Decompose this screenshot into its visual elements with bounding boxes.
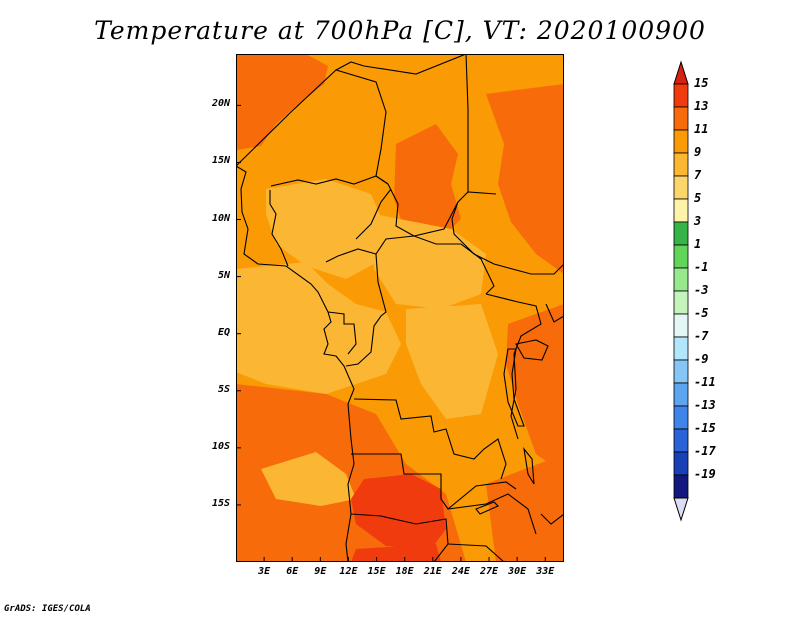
border-angola-zambia (351, 453, 517, 510)
colorbar-segment (673, 106, 689, 131)
border-libya (335, 54, 467, 75)
colorbar-label: -5 (694, 306, 709, 320)
lon-label-6e: 6E (286, 566, 299, 577)
field-9c-nigeria (266, 179, 386, 279)
lat-label-15n: 15N (211, 155, 230, 167)
colorbar-segment (673, 83, 689, 108)
colorbar-label: -1 (694, 260, 709, 274)
colorbar-label: 3 (694, 214, 702, 228)
lon-label-27e: 27E (479, 566, 499, 577)
map-frame (236, 54, 564, 562)
border-gabon (327, 311, 357, 355)
lake-victoria (515, 339, 549, 361)
field-9c-southwest (261, 452, 356, 506)
colorbar-label: 5 (694, 191, 702, 205)
grads-credit: GrADS: IGES/COLA (4, 604, 91, 614)
colorbar-label: -7 (694, 329, 709, 343)
colorbar-segment (673, 129, 689, 154)
colorbar-segment (673, 359, 689, 384)
colorbar-segment (673, 428, 689, 453)
colorbar-segment (673, 405, 689, 430)
field-13c-northeast (486, 84, 564, 274)
colorbar-segment (673, 474, 689, 499)
lon-label-12e: 12E (339, 566, 358, 577)
colorbar-segment (673, 175, 689, 200)
border-sudan-ethiopia (451, 201, 564, 275)
border-sahara (236, 69, 389, 185)
coastline-west (236, 165, 355, 562)
lon-label-33e: 33E (536, 566, 555, 577)
field-9c-congo (406, 304, 498, 419)
lat-label-eq: EQ (217, 326, 230, 338)
colorbar-segment (673, 290, 689, 315)
lon-label-21e: 21E (423, 566, 442, 577)
lat-label-20n: 20N (211, 98, 230, 110)
border-east-edge (540, 303, 564, 525)
lon-label-30e: 30E (508, 566, 527, 577)
borders (236, 54, 564, 562)
field-13c-east (506, 304, 564, 474)
colorbar-segment (673, 152, 689, 177)
colorbar-label: 15 (694, 76, 709, 90)
field-13c-north-central (394, 124, 461, 244)
lat-label-15s: 15S (211, 497, 230, 509)
colorbar-label: -17 (694, 444, 716, 458)
border-drc-east (485, 293, 542, 440)
colorbar-segment (673, 267, 689, 292)
colorbar-segment (673, 221, 689, 246)
lon-label-3e: 3E (258, 566, 271, 577)
colorbar-segment (673, 336, 689, 361)
colorbar-label: -11 (694, 375, 716, 389)
colorbar-segment (673, 451, 689, 476)
lon-label-9e: 9E (314, 566, 327, 577)
colorbar-segment (673, 244, 689, 269)
chart-title: Temperature at 700hPa [C], VT: 202010090… (94, 16, 706, 45)
lon-label-18e: 18E (395, 566, 414, 577)
colorbar-min-triangle (673, 497, 689, 522)
colorbar-label: 13 (694, 99, 709, 113)
colorbar (673, 60, 689, 522)
border-namibia (350, 513, 449, 562)
border-zimbabwe (447, 493, 537, 562)
colorbar-label: -3 (694, 283, 709, 297)
colorbar-label: -15 (694, 421, 716, 435)
colorbar-label: -13 (694, 398, 716, 412)
lake-kariba (475, 501, 499, 515)
border-congo (345, 253, 387, 367)
lat-label-10n: 10N (211, 212, 230, 224)
colorbar-max-triangle (673, 60, 689, 85)
field-15c-kalahari (351, 474, 446, 549)
temperature-map (236, 54, 564, 562)
field-13c-northwest (236, 54, 328, 150)
lat-label-5n: 5N (217, 269, 230, 281)
field-13c-southeast (486, 454, 564, 562)
border-nigeria-niger (270, 175, 389, 187)
colorbar-label: -19 (694, 467, 716, 481)
lon-label-24e: 24E (451, 566, 470, 577)
colorbar-label: 11 (694, 122, 709, 136)
colorbar-label: -9 (694, 352, 709, 366)
colorbar-segment (673, 313, 689, 338)
border-drc-south (353, 398, 507, 480)
lake-malawi (523, 447, 535, 485)
lake-tanganyika (503, 348, 525, 427)
colorbar-segment (673, 198, 689, 223)
colorbar-label: 1 (694, 237, 702, 251)
lon-label-15e: 15E (367, 566, 386, 577)
field-9c-west-africa (236, 262, 401, 394)
border-chad (387, 183, 497, 237)
colorbar-label: 7 (694, 168, 702, 182)
border-car (325, 235, 495, 295)
lat-label-10s: 10S (211, 440, 230, 452)
border-egypt-sudan (465, 54, 469, 192)
colorbar-label: 9 (694, 145, 702, 159)
border-nigeria-cameroon (269, 188, 392, 267)
lat-label-5s: 5S (217, 383, 230, 395)
colorbar-segment (673, 382, 689, 407)
field-15c-south (351, 544, 441, 562)
